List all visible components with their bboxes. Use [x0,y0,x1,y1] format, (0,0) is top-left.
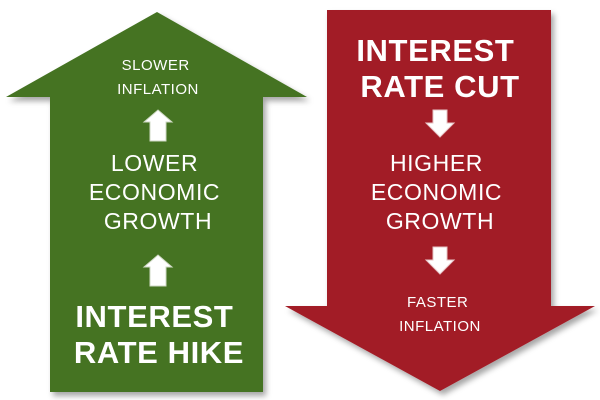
rate-hike-arrow: SLOWER INFLATION LOWER ECONOMIC GROWTH I… [6,12,307,392]
hike-bottom-line-1: INTEREST [75,299,233,334]
white-up-arrow-icon [142,254,174,287]
rate-hike-arrow-shape [6,12,307,392]
cut-bottom-label: FASTER INFLATION [399,294,481,335]
hike-top-line-2: INFLATION [117,81,199,98]
white-down-arrow-icon [424,109,456,138]
cut-middle-label: HIGHER ECONOMIC GROWTH [371,150,509,234]
cut-middle-line-3: GROWTH [386,208,494,234]
cut-top-line-1: INTEREST [356,33,514,68]
rate-cut-arrow: INTEREST RATE CUT HIGHER ECONOMIC GROWTH… [285,10,595,391]
hike-bottom-line-2: RATE HIKE [74,335,244,370]
white-down-arrow-icon [424,246,456,275]
cut-bottom-line-1: FASTER [407,294,468,311]
hike-middle-label: LOWER ECONOMIC GROWTH [89,150,227,234]
hike-top-label: SLOWER INFLATION [117,57,199,98]
hike-bottom-label: INTEREST RATE HIKE [74,299,244,370]
cut-bottom-line-2: INFLATION [399,318,481,335]
white-up-arrow-icon [142,109,174,142]
hike-middle-line-1: LOWER [111,150,198,176]
cut-middle-line-2: ECONOMIC [371,179,502,205]
rate-cut-arrow-shape [285,10,595,391]
cut-top-label: INTEREST RATE CUT [356,33,523,104]
hike-middle-line-2: ECONOMIC [89,179,220,205]
cut-middle-line-1: HIGHER [390,150,483,176]
hike-middle-line-3: GROWTH [104,208,212,234]
cut-top-line-2: RATE CUT [360,69,519,104]
hike-top-line-1: SLOWER [122,57,190,74]
